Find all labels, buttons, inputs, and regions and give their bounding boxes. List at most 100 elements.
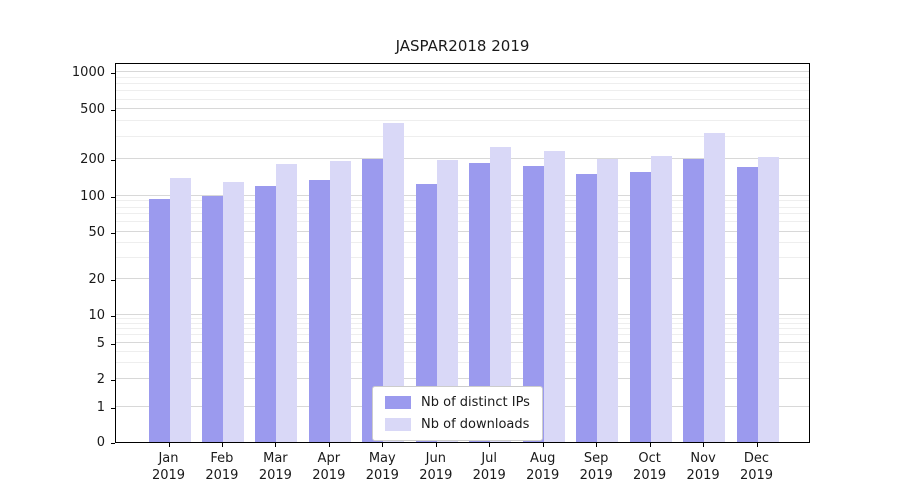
legend-entry-downloads: Nb of downloads xyxy=(385,417,530,432)
y-axis-tick-label: 50 xyxy=(88,224,105,240)
minor-gridline xyxy=(116,257,809,259)
minor-gridline xyxy=(116,322,809,324)
bar-distinct-ips xyxy=(415,184,437,442)
x-axis-tick-mark xyxy=(168,443,170,447)
legend-swatch-distinct-ips xyxy=(385,396,411,409)
x-axis-tick-label: May 2019 xyxy=(365,451,399,483)
legend-label-downloads: Nb of downloads xyxy=(421,417,530,432)
minor-gridline xyxy=(116,98,809,100)
bar-downloads xyxy=(383,122,405,442)
bar-distinct-ips xyxy=(576,174,598,442)
x-axis-tick-label: Jun 2019 xyxy=(419,451,453,483)
y-axis-tick-label: 0 xyxy=(96,435,105,450)
bar-downloads xyxy=(169,177,191,442)
major-gridline xyxy=(116,195,809,196)
bar-distinct-ips xyxy=(255,186,277,442)
y-axis-tick-mark xyxy=(111,197,115,198)
x-axis-tick-label: Jan 2019 xyxy=(151,451,186,483)
x-axis-tick-mark xyxy=(596,443,598,447)
minor-gridline xyxy=(116,76,809,78)
minor-gridline xyxy=(116,120,809,122)
minor-gridline xyxy=(116,221,809,223)
y-axis-tick-mark xyxy=(111,73,115,74)
bar-distinct-ips xyxy=(469,162,491,442)
y-axis-tick-label: 1 xyxy=(96,400,105,415)
bar-distinct-ips xyxy=(201,196,223,442)
bar-distinct-ips xyxy=(683,158,705,442)
major-gridline xyxy=(116,71,809,72)
x-axis-tick-label: Jul 2019 xyxy=(472,451,506,483)
x-axis-tick-mark xyxy=(649,443,651,447)
x-axis-tick-label: Mar 2019 xyxy=(258,451,292,483)
legend: Nb of distinct IPs Nb of downloads xyxy=(372,386,543,441)
minor-gridline xyxy=(116,206,809,208)
legend-entry-distinct-ips: Nb of distinct IPs xyxy=(385,395,530,410)
y-axis-tick-mark xyxy=(111,380,115,382)
x-axis-tick-mark xyxy=(489,443,491,447)
y-axis-tick-label: 200 xyxy=(80,151,105,167)
x-axis-tick-label: Dec 2019 xyxy=(739,451,774,483)
x-axis-tick-label: Nov 2019 xyxy=(686,451,720,483)
bar-downloads xyxy=(543,151,565,442)
y-axis-tick-mark xyxy=(111,232,115,234)
bar-downloads xyxy=(329,161,351,442)
y-axis-tick-label: 100 xyxy=(80,189,105,204)
y-axis-tick-label: 10 xyxy=(88,308,105,323)
bar-downloads xyxy=(597,158,619,442)
legend-label-distinct-ips: Nb of distinct IPs xyxy=(421,395,530,410)
major-gridline xyxy=(116,314,809,315)
minor-gridline xyxy=(116,350,809,352)
minor-gridline xyxy=(116,213,809,215)
y-axis-tick-label: 5 xyxy=(96,335,105,351)
minor-gridline xyxy=(116,90,809,92)
y-axis-tick-mark xyxy=(111,316,115,317)
x-axis-tick-label: Oct 2019 xyxy=(633,451,667,483)
x-axis-tick-mark xyxy=(221,443,223,447)
minor-gridline xyxy=(116,328,809,330)
y-axis-tick-label: 2 xyxy=(96,372,105,388)
x-axis-tick-mark xyxy=(382,443,384,447)
minor-gridline xyxy=(116,242,809,244)
x-axis-tick-mark xyxy=(542,443,544,447)
minor-gridline xyxy=(116,135,809,137)
x-axis-tick-mark xyxy=(435,443,437,447)
x-axis-tick-mark xyxy=(275,443,277,447)
bar-downloads xyxy=(436,160,458,442)
bar-downloads xyxy=(276,164,298,442)
y-axis-tick-mark xyxy=(111,408,115,409)
bar-downloads xyxy=(704,133,726,442)
bar-downloads xyxy=(490,146,512,442)
x-axis-tick-label: Sep 2019 xyxy=(579,451,613,483)
y-axis-tick-mark xyxy=(111,159,115,161)
y-axis-tick-mark xyxy=(111,343,115,345)
y-axis-tick-label: 20 xyxy=(88,272,105,288)
x-axis-tick-mark xyxy=(756,443,758,447)
minor-gridline xyxy=(116,200,809,202)
bar-downloads xyxy=(650,156,672,442)
y-axis-tick-label: 1000 xyxy=(71,65,105,80)
bar-downloads xyxy=(757,157,779,442)
y-axis-tick-mark xyxy=(111,443,115,444)
minor-gridline xyxy=(116,318,809,320)
bar-distinct-ips xyxy=(522,165,544,442)
y-axis-tick-label: 500 xyxy=(80,102,105,118)
y-axis-tick-mark xyxy=(111,280,115,282)
minor-gridline xyxy=(116,334,809,336)
legend-swatch-downloads xyxy=(385,418,411,431)
bar-distinct-ips xyxy=(148,198,170,442)
bar-downloads xyxy=(222,181,244,442)
major-gridline xyxy=(116,341,809,343)
bar-distinct-ips xyxy=(629,172,651,442)
x-axis-tick-label: Apr 2019 xyxy=(312,451,346,483)
x-axis-tick-mark xyxy=(703,443,705,447)
chart-title: JASPAR2018 2019 xyxy=(395,37,530,55)
plot-area: Nb of distinct IPs Nb of downloads xyxy=(115,63,810,443)
y-axis-tick-mark xyxy=(111,110,115,112)
major-gridline xyxy=(116,278,809,280)
major-gridline xyxy=(116,157,809,159)
x-axis-tick-mark xyxy=(328,443,330,447)
bar-distinct-ips xyxy=(308,179,330,442)
x-axis-tick-label: Feb 2019 xyxy=(205,451,239,483)
bar-distinct-ips xyxy=(736,167,758,442)
